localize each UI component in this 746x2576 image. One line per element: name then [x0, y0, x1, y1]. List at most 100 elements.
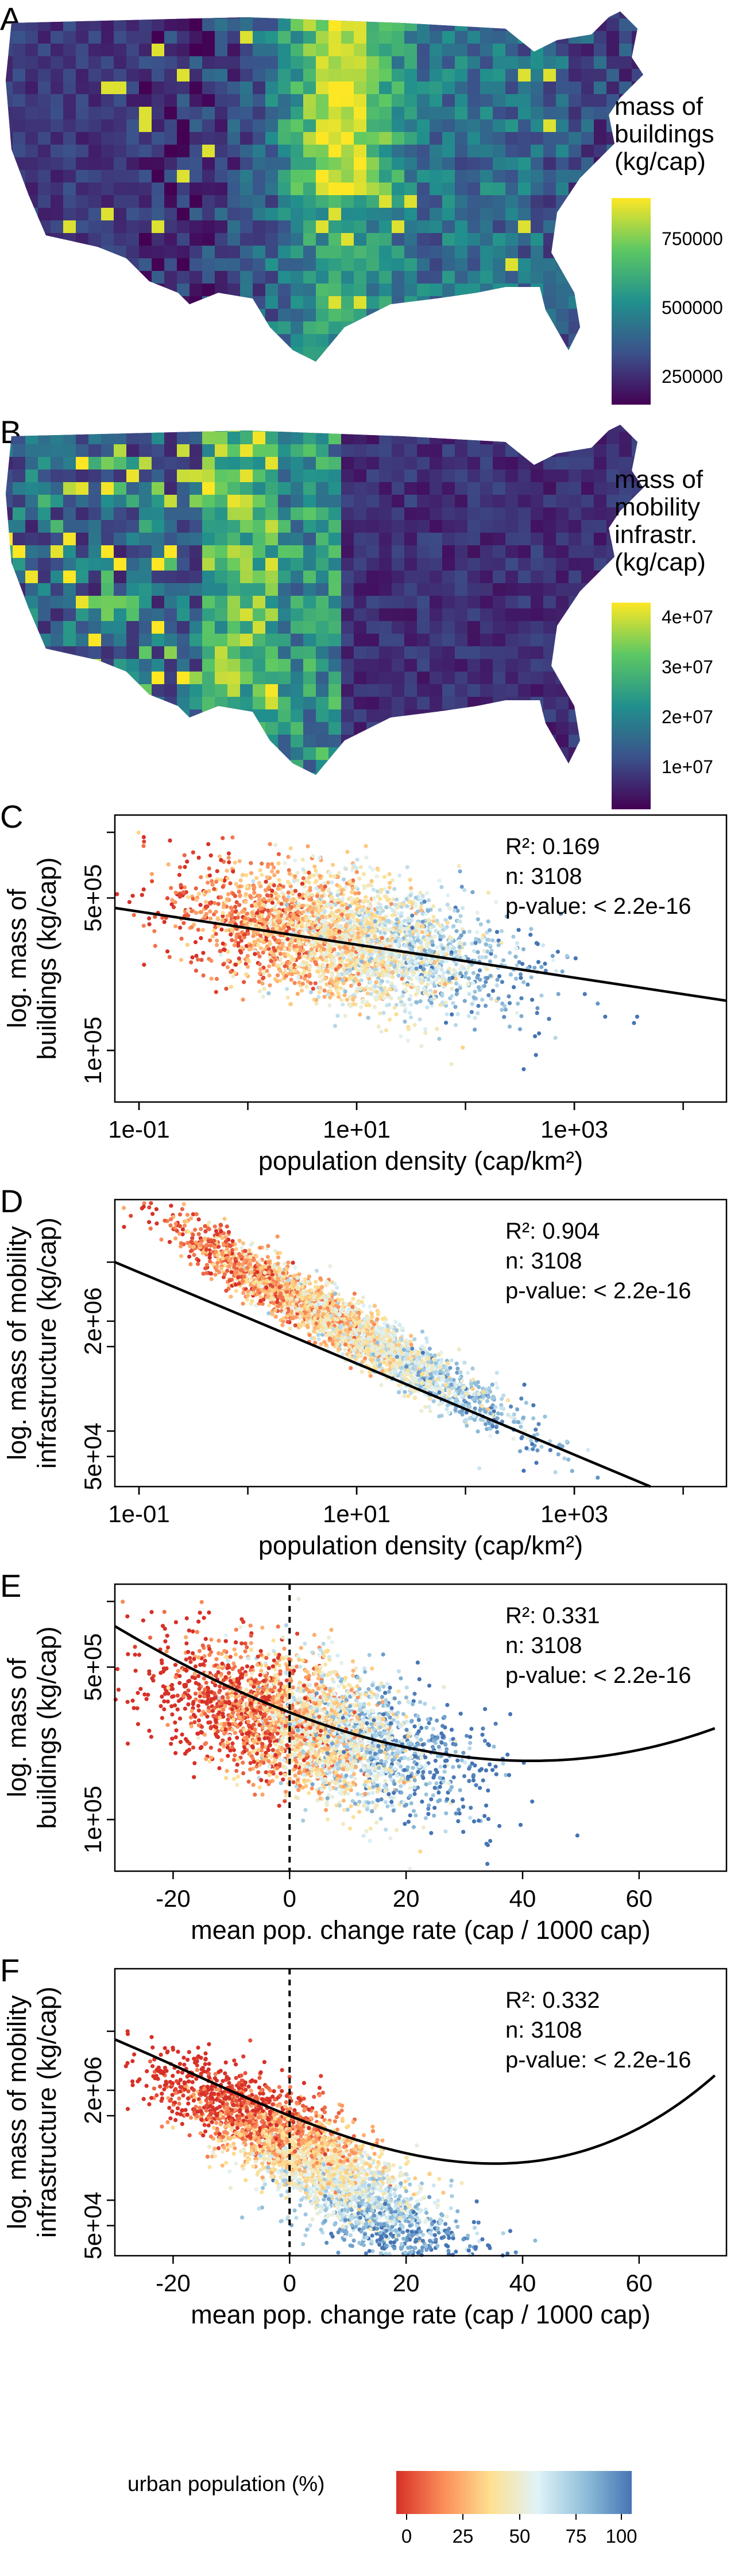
map-cell [430, 107, 443, 120]
map-cell [126, 31, 140, 44]
map-cell [366, 709, 380, 723]
scatter-point [603, 1014, 608, 1019]
map-cell [139, 271, 152, 284]
map-cell [177, 145, 190, 158]
map-cell [6, 258, 13, 271]
map-cell [341, 31, 354, 44]
map-cell [88, 659, 102, 672]
map-cell [291, 444, 304, 457]
map-cell [76, 432, 89, 445]
map-cell [392, 773, 405, 775]
map-cell [101, 697, 114, 710]
map-cell [493, 359, 506, 362]
map-cell [467, 271, 481, 284]
map-cell [13, 145, 26, 158]
map-cell [139, 94, 152, 107]
map-cell [278, 621, 291, 634]
map-cell [114, 246, 127, 259]
map-cell [152, 425, 165, 432]
map-cell [531, 646, 544, 659]
map-cell [101, 596, 114, 609]
scatter-point [236, 941, 241, 945]
scatter-point [450, 1012, 454, 1017]
map-cell [177, 722, 190, 735]
map-cell [354, 31, 367, 44]
map-cell [417, 246, 430, 259]
map-cell [619, 69, 632, 82]
map-cell [341, 571, 354, 584]
map-cell [265, 621, 279, 634]
map-cell [328, 94, 342, 107]
map-cell [164, 119, 177, 133]
scatter-point [233, 963, 238, 967]
map-cell [480, 246, 493, 259]
map-cell [417, 195, 430, 208]
legend-b-title-2: mobility [614, 493, 700, 521]
map-cell [25, 347, 38, 360]
map-cell [569, 558, 582, 571]
scatter-point [249, 861, 253, 866]
map-cell [202, 56, 215, 69]
map-cell [202, 157, 215, 170]
map-cell [480, 520, 493, 533]
map-cell [455, 432, 468, 445]
map-cell [480, 747, 493, 761]
map-cell [430, 246, 443, 259]
map-cell [303, 507, 316, 521]
map-cell [25, 145, 38, 158]
map-cell [531, 520, 544, 533]
map-cell [379, 119, 392, 133]
map-cell [177, 309, 190, 322]
map-cell [51, 684, 64, 697]
map-cell [88, 145, 102, 158]
map-cell [581, 470, 594, 483]
map-cell [493, 482, 506, 495]
map-cell [531, 132, 544, 145]
map-cell [190, 583, 203, 596]
map-cell [152, 321, 165, 335]
map-cell [366, 31, 380, 44]
map-cell [202, 233, 215, 246]
map-cell [455, 470, 468, 483]
map-cell [366, 107, 380, 120]
map-cell [38, 646, 51, 659]
map-cell [63, 107, 76, 120]
map-cell [556, 359, 569, 362]
map-cell [366, 11, 380, 19]
map-cell [316, 359, 329, 362]
map-cell [303, 634, 316, 647]
map-cell [88, 507, 102, 521]
map-cell [455, 425, 468, 432]
scatter-point [141, 887, 146, 892]
map-cell [417, 11, 430, 19]
map-cell [101, 44, 114, 57]
map-cell [202, 482, 215, 495]
map-cell [164, 183, 177, 196]
scatter-point [127, 900, 132, 905]
map-cell [594, 709, 607, 723]
scatter-point [560, 969, 565, 974]
map-cell [202, 296, 215, 309]
map-cell [442, 183, 455, 196]
map-cell [442, 608, 455, 622]
map-cell [215, 94, 228, 107]
map-cell [177, 284, 190, 297]
map-cell [417, 56, 430, 69]
map-cell [202, 596, 215, 609]
map-cell [430, 608, 443, 622]
map-cell [467, 195, 481, 208]
map-cell [569, 495, 582, 508]
map-cell [6, 482, 13, 495]
map-cell [581, 157, 594, 170]
map-cell [392, 56, 405, 69]
scatter-point [372, 1004, 377, 1009]
map-cell [366, 321, 380, 335]
map-cell [13, 646, 26, 659]
map-cell [328, 571, 342, 584]
map-cell [543, 432, 556, 445]
map-cell [38, 722, 51, 735]
map-cell [341, 11, 354, 19]
map-cell [6, 69, 13, 82]
map-cell [581, 709, 594, 723]
map-cell [152, 545, 165, 558]
